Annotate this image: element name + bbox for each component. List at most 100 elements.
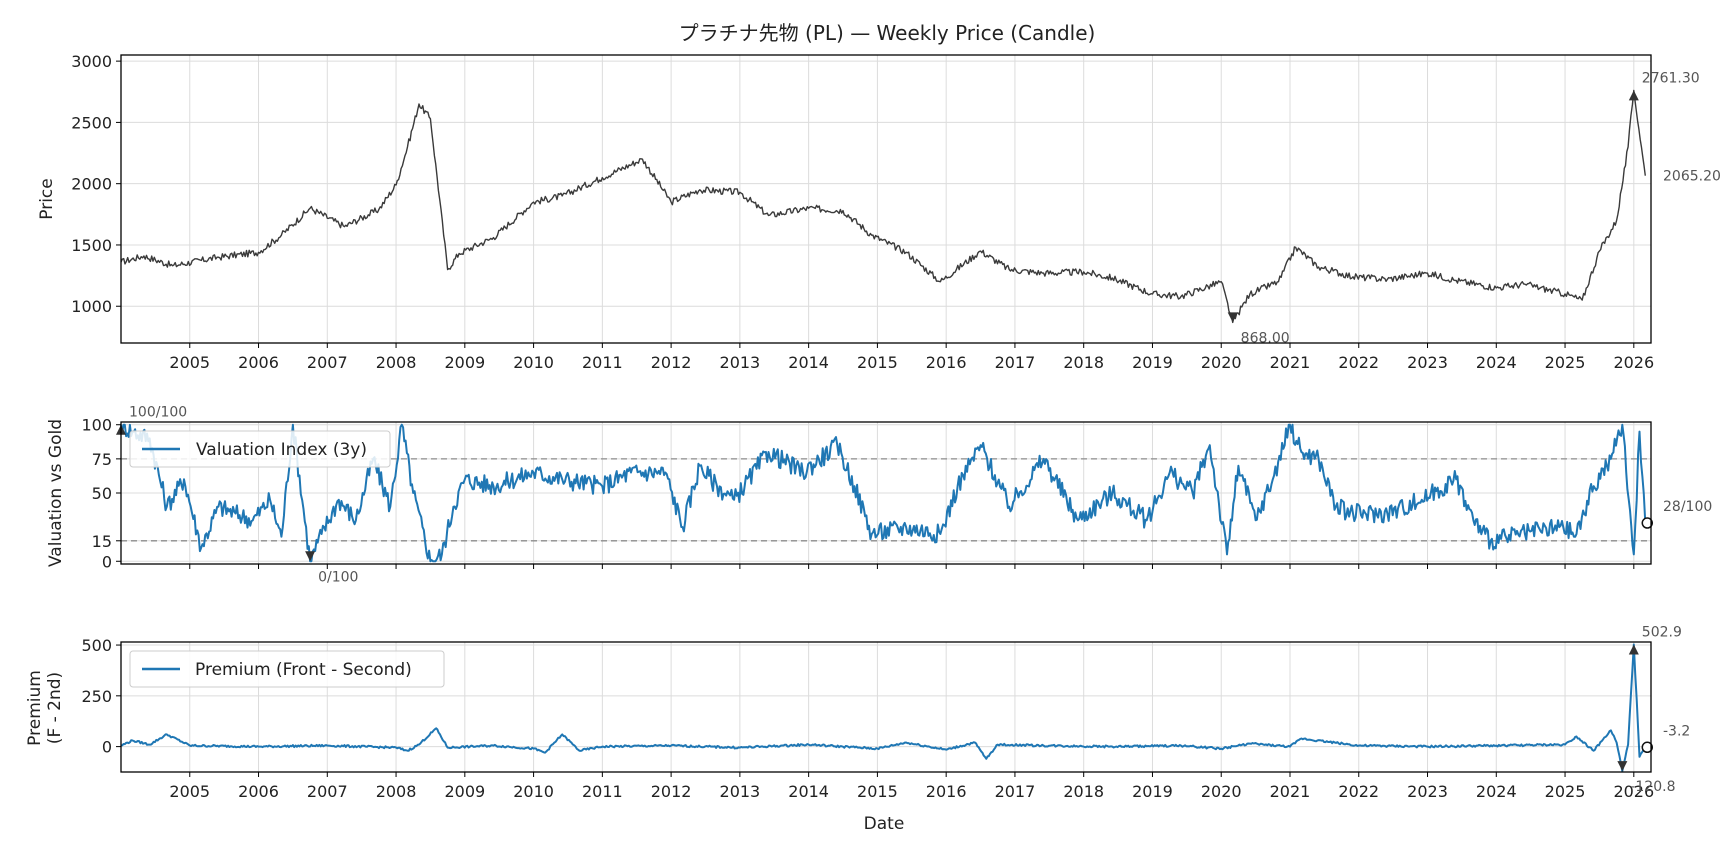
- premium-annotations: 502.9 -120.8 -3.2: [1617, 624, 1690, 795]
- x-tick-label: 2026: [1613, 782, 1654, 801]
- y-tick-label: 50: [92, 484, 112, 503]
- circle-marker: [1641, 741, 1654, 754]
- price-frame: [120, 54, 1652, 344]
- down-marker: [1227, 312, 1238, 323]
- x-tick-label: 2023: [1407, 353, 1448, 372]
- valuation-annotations: 100/100 0/100 28/100: [116, 405, 1712, 585]
- x-tick-label: 2013: [720, 353, 761, 372]
- y-tick-label: 2000: [71, 175, 112, 194]
- x-tick-label: 2020: [1201, 782, 1242, 801]
- premium-panel: 0 250 500 2005 2006 2007 2008 2009 2010 2011 2012…: [25, 624, 1690, 834]
- premium-ylabel-line: (F - 2nd): [45, 672, 65, 744]
- series-line: [120, 643, 1647, 773]
- annotation-label: 0/100: [318, 569, 358, 585]
- price-series: [120, 89, 1646, 324]
- x-tick-label: 2025: [1545, 782, 1586, 801]
- annotation-label: -120.8: [1630, 779, 1675, 795]
- x-tick-label: 2014: [788, 782, 829, 801]
- down-marker: [305, 551, 316, 562]
- x-tick-label: 2016: [926, 353, 967, 372]
- x-tick-label: 2010: [513, 353, 554, 372]
- x-tick-label: 2025: [1545, 353, 1586, 372]
- price-annotations: 2761.30 868.00 2065.20: [1227, 70, 1721, 346]
- premium-ylabel-line: Premium: [25, 670, 45, 746]
- premium-legend-label: Premium (Front - Second): [195, 660, 412, 680]
- x-tick-label: 2011: [582, 353, 623, 372]
- x-tick-label: 2026: [1613, 353, 1654, 372]
- valuation-panel: 015 50 75 100 100/100 0/100 28/100 Valuation …: [46, 405, 1712, 586]
- x-tick-label: 2019: [1132, 782, 1173, 801]
- x-tick-label: 2024: [1476, 353, 1517, 372]
- x-tick-label: 2005: [169, 353, 210, 372]
- y-tick-label: 1000: [71, 297, 112, 316]
- annotation-label: 868.00: [1241, 330, 1290, 346]
- x-tick-label: 2016: [926, 782, 967, 801]
- x-tick-label: 2014: [788, 353, 829, 372]
- y-tick-label: 0: [102, 552, 112, 571]
- x-tick-label: 2022: [1338, 782, 1379, 801]
- x-tick-label: 2011: [582, 782, 623, 801]
- x-tick-label: 2008: [376, 782, 417, 801]
- x-tick-label: 2008: [376, 353, 417, 372]
- x-tick-label: 2019: [1132, 353, 1173, 372]
- up-marker: [1628, 644, 1639, 655]
- price-x-ticks: 2005 2006 2007 2008 2009 2010 2011 2012 2013 2014…: [169, 343, 1654, 372]
- x-tick-label: 2009: [444, 782, 485, 801]
- price-grid: [121, 55, 1651, 343]
- x-tick-label: 2012: [651, 353, 692, 372]
- valuation-legend: Valuation Index (3y): [129, 430, 391, 468]
- y-tick-label: 1500: [71, 236, 112, 255]
- premium-frame: [120, 641, 1652, 773]
- x-tick-label: 2006: [238, 782, 279, 801]
- x-tick-label: 2024: [1476, 782, 1517, 801]
- x-tick-label: 2021: [1270, 782, 1311, 801]
- x-tick-label: 2017: [995, 782, 1036, 801]
- premium-ylabel: Premium(F - 2nd): [25, 670, 65, 746]
- premium-legend: Premium (Front - Second): [129, 650, 445, 688]
- x-tick-label: 2005: [169, 782, 210, 801]
- x-tick-label: 2022: [1338, 353, 1379, 372]
- x-tick-label: 2015: [857, 353, 898, 372]
- annotation-label: 502.9: [1642, 624, 1682, 640]
- circle-marker: [1641, 517, 1654, 529]
- x-tick-label: 2012: [651, 782, 692, 801]
- y-tick-label: 3000: [71, 52, 112, 71]
- x-tick-label: 2017: [995, 353, 1036, 372]
- x-tick-label: 2013: [720, 782, 761, 801]
- down-marker: [1617, 761, 1628, 772]
- annotation-label: 100/100: [129, 405, 187, 421]
- price-y-ticks: 1000 1500 2000 2500 3000: [71, 52, 121, 316]
- x-tick-label: 2009: [444, 353, 485, 372]
- x-tick-label: 2015: [857, 782, 898, 801]
- date-xlabel: Date: [864, 814, 905, 834]
- valuation-ylabel: Valuation vs Gold: [46, 419, 66, 567]
- valuation-y-ticks: 015 50 75 100: [81, 416, 121, 571]
- x-tick-label: 2007: [307, 782, 348, 801]
- x-tick-label: 2018: [1063, 782, 1104, 801]
- chart-title: プラチナ先物 (PL) — Weekly Price (Candle): [679, 21, 1096, 45]
- y-tick-label: 75: [92, 450, 112, 469]
- y-tick-label: 15: [92, 532, 112, 551]
- up-marker: [1628, 90, 1639, 101]
- premium-y-ticks: 0 250 500: [81, 636, 121, 757]
- annotation-label: 28/100: [1663, 499, 1712, 515]
- x-tick-label: 2010: [513, 782, 554, 801]
- x-tick-label: 2006: [238, 353, 279, 372]
- annotation-label: 2065.20: [1663, 169, 1721, 185]
- valuation-legend-label: Valuation Index (3y): [196, 440, 367, 460]
- y-tick-label: 2500: [71, 113, 112, 132]
- premium-x-ticks: 2005 2006 2007 2008 2009 2010 2011 2012 2013 2014…: [169, 772, 1654, 801]
- x-tick-label: 2021: [1270, 353, 1311, 372]
- valuation-frame: [120, 421, 1652, 565]
- price-ylabel: Price: [37, 178, 57, 219]
- y-tick-label: 500: [81, 636, 112, 655]
- valuation-x-ticks: [189, 564, 1635, 569]
- y-tick-label: 250: [81, 687, 112, 706]
- premium-series: [120, 643, 1647, 773]
- x-tick-label: 2007: [307, 353, 348, 372]
- y-tick-label: 100: [81, 416, 112, 435]
- x-tick-label: 2020: [1201, 353, 1242, 372]
- x-tick-label: 2023: [1407, 782, 1448, 801]
